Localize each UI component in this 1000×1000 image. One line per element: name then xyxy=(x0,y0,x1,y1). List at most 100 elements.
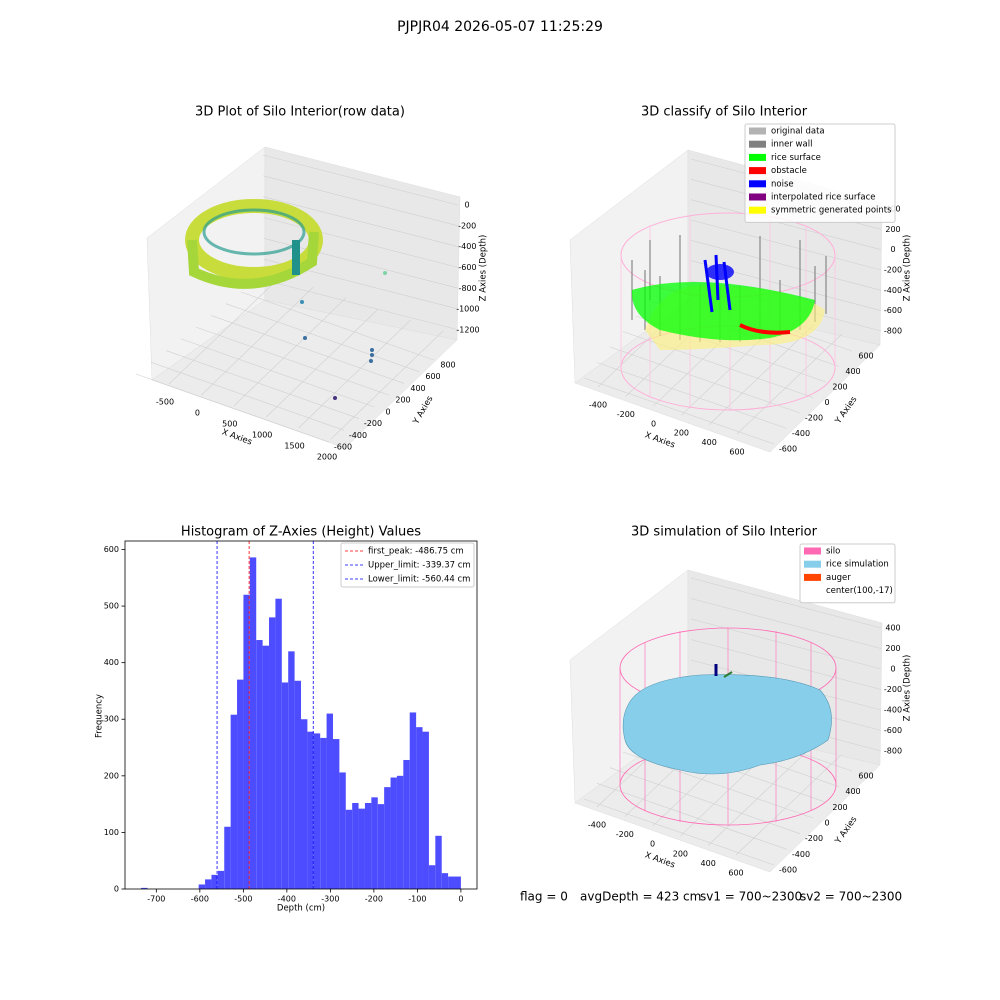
x-tick-label: 200 xyxy=(673,849,688,858)
dot xyxy=(303,336,307,340)
x-axis-label: Depth (cm) xyxy=(277,904,325,914)
z-tick-label: -200 xyxy=(458,221,476,230)
z-tick-label: -600 xyxy=(458,263,476,272)
y-tick-label: 600 xyxy=(858,772,873,781)
y-tick-label: -400 xyxy=(792,429,810,438)
legend-box xyxy=(799,543,896,604)
grid-line xyxy=(210,315,405,384)
legend-swatch xyxy=(804,560,821,568)
chart-title: Histogram of Z-Axies (Height) Values xyxy=(181,525,421,540)
y-tick-label: 500 xyxy=(104,602,119,611)
grid-line xyxy=(596,362,788,429)
y-tick-label: -600 xyxy=(779,445,797,454)
grid-line xyxy=(708,324,815,425)
legend-box xyxy=(340,542,475,588)
grid-line xyxy=(135,373,330,443)
legend-swatch xyxy=(749,140,766,148)
suptitle: PJPJR04 2026-05-07 11:25:29 xyxy=(397,19,603,35)
bar xyxy=(141,887,148,889)
dot xyxy=(370,348,374,352)
bar xyxy=(403,759,410,889)
legend-label: Upper_limit: -339.37 cm xyxy=(368,561,471,571)
bar xyxy=(332,739,340,889)
bar xyxy=(313,733,321,889)
y-tick-label: -200 xyxy=(805,834,823,843)
grid-line xyxy=(690,199,882,250)
legend-label: first_peak: -486.75 cm xyxy=(368,547,464,557)
y-tick-label: -400 xyxy=(349,431,367,440)
y-tick-label: 0 xyxy=(114,885,119,894)
chart-title: 3D Plot of Silo Interior(row data) xyxy=(195,105,405,120)
bar xyxy=(269,617,276,889)
z-tick-label: -400 xyxy=(458,242,476,251)
bar xyxy=(448,876,455,889)
z-tick-label: 200 xyxy=(885,644,900,653)
bar xyxy=(384,787,391,889)
legend-label: original data xyxy=(771,127,825,137)
y-tick-label: 600 xyxy=(104,545,119,554)
grid-line xyxy=(263,217,459,268)
z-tick-label: -200 xyxy=(884,266,902,275)
z-axis-label: Z Axies (Depth) xyxy=(479,235,489,302)
grid-line xyxy=(225,303,420,372)
x-tick-label: -400 xyxy=(589,401,607,410)
y-tick-label: 600 xyxy=(858,352,873,361)
z-tick-label: 200 xyxy=(885,225,900,234)
bar xyxy=(416,727,423,889)
y-tick-label: 200 xyxy=(832,803,847,812)
grid-line xyxy=(735,754,842,856)
z-tick-label: -600 xyxy=(884,306,902,315)
bar xyxy=(249,557,257,889)
y-tick-label: 400 xyxy=(410,384,425,393)
z-tick-label: -800 xyxy=(884,327,902,336)
dot xyxy=(369,359,373,363)
bar xyxy=(377,804,385,889)
z-axis-label: Z Axies (Depth) xyxy=(903,235,913,302)
y-tick-label: 400 xyxy=(845,367,860,376)
axes-frame xyxy=(124,540,478,890)
bar xyxy=(428,865,436,889)
grid-line xyxy=(233,297,347,407)
ring-inner xyxy=(202,208,306,256)
noise-cluster xyxy=(706,264,734,280)
x-tick-label: 1500 xyxy=(284,442,304,451)
rice-surface xyxy=(631,282,815,341)
bar xyxy=(217,870,225,889)
footer-text: flag = 0 xyxy=(520,890,568,904)
legend-label: interpolated rice surface xyxy=(771,193,876,203)
footer-text: sv2 = 700~2300 xyxy=(800,890,902,904)
grid-line xyxy=(690,240,882,291)
bar xyxy=(262,645,270,889)
z-tick-label: 0 xyxy=(464,201,469,210)
dot xyxy=(333,396,337,400)
y-tick-label: -600 xyxy=(779,866,797,875)
grid-line xyxy=(707,745,814,846)
bar xyxy=(396,775,404,889)
grid-line xyxy=(298,319,411,429)
grid-line xyxy=(265,308,379,418)
legend-label: noise xyxy=(771,179,794,189)
z-tick-label: 0 xyxy=(890,665,895,674)
z-tick-label: -800 xyxy=(459,284,477,293)
bar xyxy=(211,874,218,889)
y-tick-label: -200 xyxy=(805,414,823,423)
grid-line xyxy=(596,783,788,850)
x-tick-label: 500 xyxy=(222,420,237,429)
y-tick-label: -600 xyxy=(334,443,352,452)
z-tick-label: 0 xyxy=(890,245,895,254)
footer-text: sv1 = 700~2300 xyxy=(700,890,802,904)
footer-text: avgDepth = 423 cm xyxy=(580,890,701,904)
bar xyxy=(326,713,333,889)
x-tick-label: 400 xyxy=(702,438,717,447)
z-tick-label: 400 xyxy=(885,624,900,633)
x-tick-label: -700 xyxy=(147,895,165,904)
x-tick-label: -300 xyxy=(321,895,339,904)
legend-box xyxy=(744,123,896,223)
z-tick-label: -400 xyxy=(884,286,902,295)
bar xyxy=(230,714,238,889)
x-tick-label: -500 xyxy=(156,398,174,407)
grid-line xyxy=(263,175,459,227)
grid-line xyxy=(690,577,882,629)
legend-label: inner wall xyxy=(771,140,812,150)
bar xyxy=(422,731,429,889)
